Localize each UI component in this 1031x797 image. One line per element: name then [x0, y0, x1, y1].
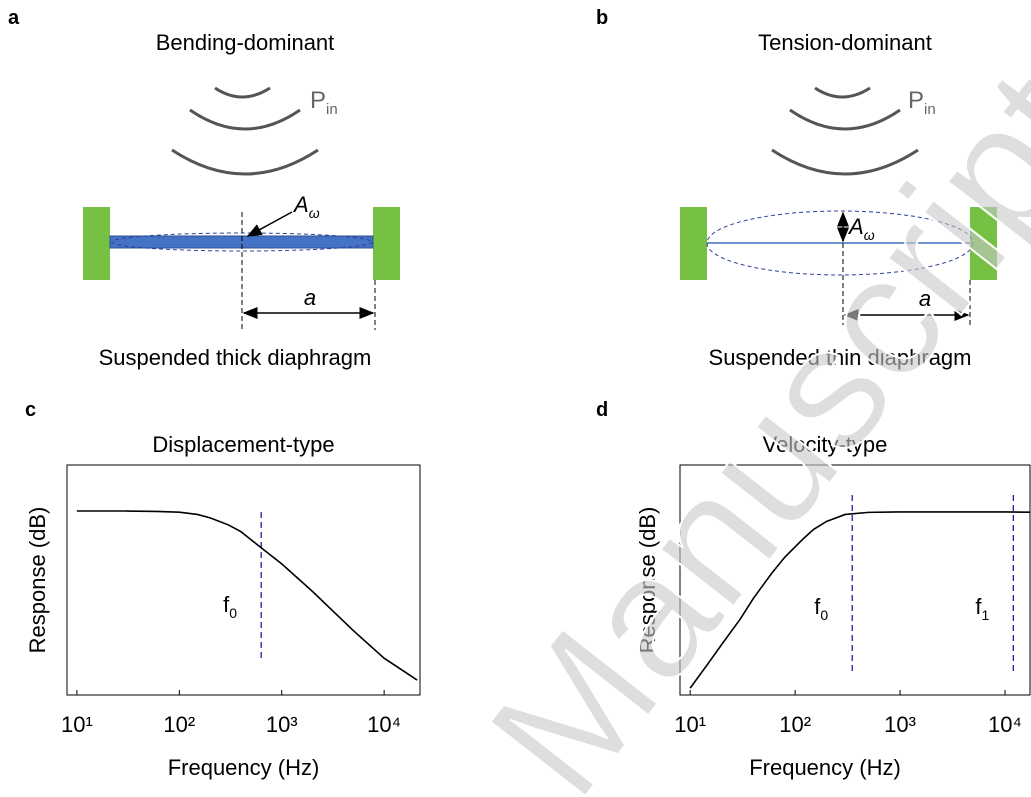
caption: Suspended thin diaphragm	[709, 345, 972, 370]
plot-frame	[66, 464, 421, 696]
panel-title: Bending-dominant	[156, 30, 335, 55]
x-tick-label: 10²	[163, 712, 195, 737]
subscript: 0	[820, 607, 828, 623]
symbol: f	[223, 592, 230, 617]
x-tick-label: 10⁴	[367, 712, 401, 737]
input-label: Pin	[908, 87, 936, 118]
symbol: A	[847, 214, 864, 239]
panel-label: c	[25, 399, 36, 421]
x-tick-label: 10¹	[61, 712, 93, 737]
amplitude-label: Aω	[292, 192, 320, 221]
subscript: in	[924, 101, 936, 118]
panel-title: Tension-dominant	[758, 30, 932, 55]
panel-label: b	[596, 7, 608, 29]
y-axis-label: Response (dB)	[635, 507, 660, 654]
subscript: 1	[981, 607, 989, 623]
pointer	[246, 211, 293, 237]
amplitude-label: Aω	[847, 214, 875, 243]
subscript: ω	[309, 205, 320, 221]
symbol: P	[908, 87, 924, 114]
sound-wave	[189, 108, 301, 131]
y-axis-label: Response (dB)	[25, 507, 50, 654]
response-curve	[689, 511, 1031, 689]
chart: d Velocity-type Response (dB) Frequency (Hz…	[596, 399, 1031, 780]
panel-b: b Tension-dominant Pin Aω a Suspended th…	[596, 7, 997, 370]
input-label: Pin	[310, 87, 338, 118]
chart: c Displacement-type Response (dB) Frequency…	[25, 399, 421, 780]
plot-frame	[679, 464, 1031, 696]
marker-label: f0	[223, 592, 237, 621]
clamp	[373, 207, 400, 280]
chart-title: Displacement-type	[152, 432, 334, 457]
panel-a: a Bending-dominant Pin Aω a Suspended th…	[8, 7, 400, 370]
clamp	[680, 207, 707, 280]
subscript: in	[326, 101, 338, 118]
length-label: a	[304, 285, 316, 310]
sound-wave	[214, 86, 271, 99]
subscript: 0	[229, 605, 237, 621]
x-tick-label: 10⁴	[988, 712, 1022, 737]
sound-wave	[171, 148, 319, 176]
marker-label: f0	[814, 594, 828, 623]
sound-wave	[771, 148, 919, 176]
x-axis-label: Frequency (Hz)	[749, 755, 901, 780]
sound-wave	[814, 86, 871, 99]
subscript: ω	[864, 227, 875, 243]
symbol: f	[814, 594, 821, 619]
watermark: Manuscript	[453, 36, 1031, 797]
clamp	[970, 207, 997, 280]
caption: Suspended thick diaphragm	[99, 345, 372, 370]
x-axis-label: Frequency (Hz)	[168, 755, 320, 780]
clamp	[83, 207, 110, 280]
x-tick-label: 10³	[884, 712, 916, 737]
chart-title: Velocity-type	[763, 432, 888, 457]
response-curve	[76, 510, 418, 681]
sound-wave	[789, 108, 901, 131]
x-tick-label: 10¹	[674, 712, 706, 737]
x-tick-label: 10³	[266, 712, 298, 737]
marker-label: f1	[975, 594, 989, 623]
symbol: A	[292, 192, 309, 217]
symbol: f	[975, 594, 982, 619]
panel-label: a	[8, 7, 20, 29]
deflection	[706, 210, 974, 276]
x-tick-label: 10²	[779, 712, 811, 737]
symbol: P	[310, 87, 326, 114]
panel-label: d	[596, 399, 608, 421]
length-label: a	[919, 286, 931, 311]
